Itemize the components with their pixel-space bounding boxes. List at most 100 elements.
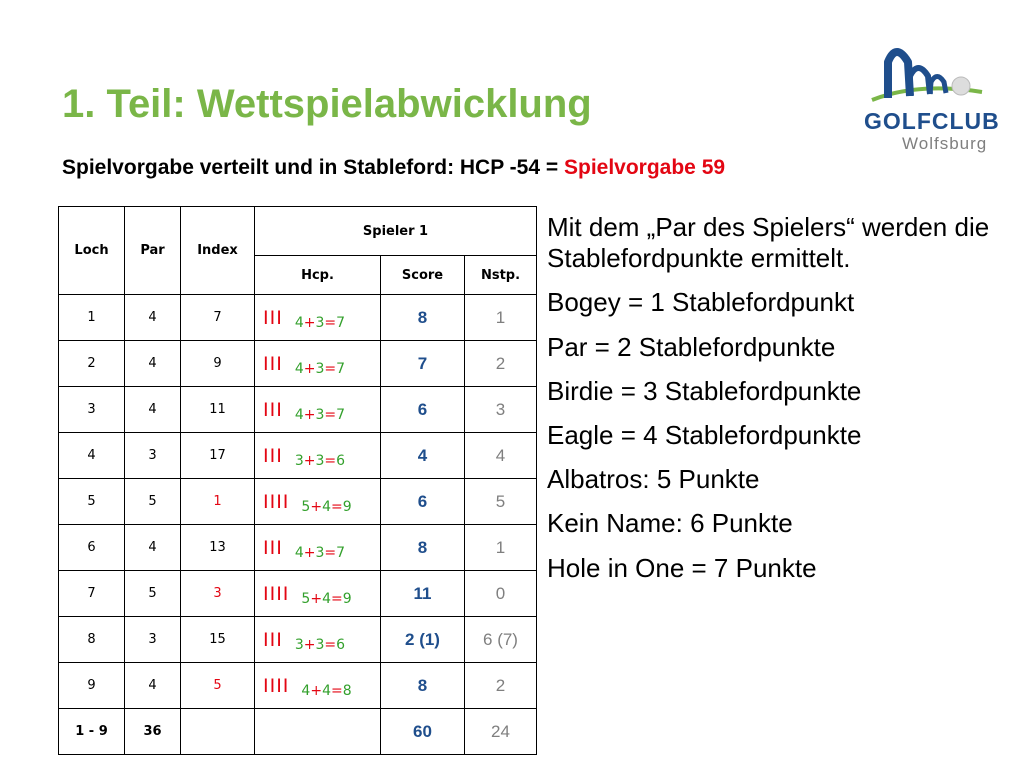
cell-par: 4 [124, 294, 181, 341]
logo-name: GOLFCLUB [864, 108, 1000, 134]
explanation-line: Par = 2 Stablefordpunkte [547, 331, 836, 362]
par-calculation: 4+3=7 [295, 315, 345, 331]
total-score: 60 [380, 708, 465, 755]
cell-index: 1 [180, 478, 255, 525]
cell-score: 7 [380, 340, 465, 387]
cell-hcp: III 4+3=7 [254, 524, 381, 571]
calc-strokes: 4 [322, 498, 331, 515]
scorecard-table: Loch Par Index Spieler 1 Hcp. Score Nstp… [58, 206, 538, 755]
cell-loch: 7 [58, 570, 125, 617]
explanation-line: Albatros: 5 Punkte [547, 464, 760, 495]
cell-hcp: III 4+3=7 [254, 340, 381, 387]
calc-equals: = [324, 360, 337, 377]
calc-equals: = [331, 682, 343, 699]
stroke-marks: III [263, 444, 283, 467]
cell-par: 4 [124, 386, 181, 433]
calc-par: 4 [294, 544, 304, 561]
calc-strokes: 3 [315, 636, 325, 653]
explanation-line: Bogey = 1 Stablefordpunkt [547, 287, 855, 318]
calc-plus: + [303, 452, 316, 469]
header-spieler: Spieler 1 [253, 206, 538, 256]
table-row: 4 3 17 III 3+3=6 4 4 [58, 432, 538, 479]
explanation-line: Mit dem „Par des Spielers“ werden die St… [547, 212, 990, 274]
total-row: 1 - 9 36 60 24 [58, 708, 538, 755]
logo-arches-icon [871, 48, 983, 102]
calc-result: 7 [336, 360, 346, 377]
cell-par: 3 [124, 432, 181, 479]
par-calculation: 3+3=6 [295, 453, 345, 469]
cell-score: 8 [380, 524, 465, 571]
calc-equals: = [324, 636, 337, 653]
calc-equals: = [331, 498, 343, 515]
calc-result: 9 [342, 498, 352, 515]
total-index [180, 708, 255, 755]
par-calculation: 4+3=7 [295, 545, 345, 561]
cell-nstp: 1 [463, 294, 538, 341]
cell-hcp: III 4+3=7 [254, 294, 381, 341]
cell-index: 7 [180, 294, 255, 341]
calc-result: 8 [342, 682, 352, 699]
cell-nstp: 2 [463, 340, 538, 387]
calc-plus: + [303, 544, 316, 561]
par-calculation: 4+3=7 [295, 361, 345, 377]
cell-hcp: IIII 5+4=9 [254, 478, 381, 525]
table-row: 8 3 15 III 3+3=6 2 (1) 6 (7) [58, 616, 538, 663]
cell-index: 5 [180, 662, 255, 709]
header-loch: Loch [58, 206, 125, 295]
calc-equals: = [324, 452, 337, 469]
calc-equals: = [324, 406, 337, 423]
cell-nstp: 5 [463, 478, 538, 525]
par-calculation: 5+4=9 [301, 499, 351, 515]
calc-par: 5 [301, 590, 311, 607]
cell-index: 17 [180, 432, 255, 479]
cell-hcp: IIII 4+4=8 [254, 662, 381, 709]
slide-title: 1. Teil: Wettspielabwicklung [62, 82, 592, 126]
calc-equals: = [331, 590, 343, 607]
header-nstp: Nstp. [463, 255, 538, 295]
cell-loch: 6 [58, 524, 125, 571]
slide-subtitle: Spielvorgabe verteilt und in Stableford:… [62, 156, 725, 180]
cell-hcp: III 4+3=7 [254, 386, 381, 433]
stroke-marks: III [263, 628, 283, 651]
par-calculation: 4+3=7 [295, 407, 345, 423]
calc-par: 3 [294, 452, 304, 469]
table-row: 3 4 11 III 4+3=7 6 3 [58, 386, 538, 433]
stroke-marks: IIII [263, 490, 290, 513]
table-row: 7 5 3 IIII 5+4=9 11 0 [58, 570, 538, 617]
calc-result: 7 [336, 314, 346, 331]
cell-par: 3 [124, 616, 181, 663]
stroke-marks: IIII [263, 582, 290, 605]
calc-plus: + [310, 682, 323, 699]
cell-nstp: 1 [463, 524, 538, 571]
cell-score: 2 (1) [380, 616, 465, 663]
header-index: Index [180, 206, 255, 295]
cell-score: 4 [380, 432, 465, 479]
calc-plus: + [310, 590, 323, 607]
calc-strokes: 4 [322, 682, 331, 699]
cell-par: 4 [124, 340, 181, 387]
cell-nstp: 4 [463, 432, 538, 479]
calc-equals: = [324, 314, 337, 331]
cell-score: 8 [380, 662, 465, 709]
subtitle-highlight: Spielvorgabe 59 [563, 156, 726, 179]
logo-subtitle: Wolfsburg [902, 134, 988, 153]
calc-par: 4 [294, 360, 304, 377]
calc-plus: + [303, 406, 316, 423]
golfclub-logo: GOLFCLUB Wolfsburg [860, 38, 999, 158]
calc-par: 3 [294, 636, 304, 653]
subtitle-text: Spielvorgabe verteilt und in Stableford:… [62, 156, 564, 179]
calc-equals: = [324, 544, 337, 561]
calc-par: 4 [301, 682, 311, 699]
cell-hcp: IIII 5+4=9 [254, 570, 381, 617]
calc-strokes: 3 [315, 406, 325, 423]
header-par: Par [124, 206, 181, 295]
calc-plus: + [303, 314, 316, 331]
calc-strokes: 3 [315, 544, 325, 561]
cell-index: 11 [180, 386, 255, 433]
cell-loch: 2 [58, 340, 125, 387]
calc-result: 6 [336, 452, 346, 469]
calc-strokes: 4 [322, 590, 331, 607]
calc-result: 9 [342, 590, 352, 607]
cell-par: 4 [124, 662, 181, 709]
cell-nstp: 3 [463, 386, 538, 433]
